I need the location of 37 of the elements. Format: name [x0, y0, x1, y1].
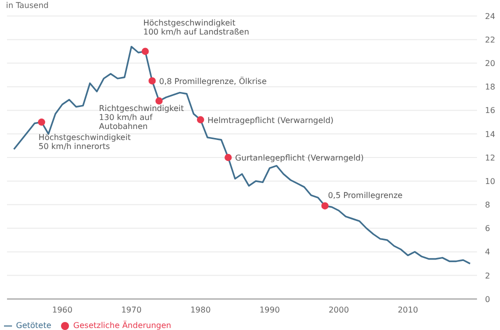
- y-tick-label: 12: [485, 153, 496, 162]
- point: [196, 116, 204, 124]
- annotation: Gurtanlegepflicht (Verwarngeld): [235, 154, 364, 162]
- annotation: Richtgeschwindigkeit 130 km/h auf Autobahnen: [99, 104, 184, 131]
- x-tick-label: 1960: [52, 306, 72, 315]
- y-tick-label: 22: [485, 35, 496, 44]
- y-tick-label: 14: [485, 130, 496, 139]
- line-series: [13, 46, 471, 264]
- point: [148, 77, 156, 84]
- x-tick-label: 2000: [328, 306, 349, 315]
- y-tick-label: 24: [485, 12, 496, 21]
- y-tick-label: 10: [485, 176, 496, 186]
- y-tick-label: 2: [485, 271, 490, 280]
- y-tick-label: 4: [485, 248, 490, 257]
- annotation: Höchstgeschwindigkeit 100 km/h auf Landstraßen: [143, 18, 250, 36]
- y-tick-label: 20: [485, 59, 496, 68]
- point: [142, 48, 149, 55]
- legend-label: Getötete: [16, 321, 52, 330]
- y-tick-label: 6: [485, 224, 490, 234]
- point: [155, 97, 163, 104]
- point: [38, 118, 46, 126]
- legend-label: Gesetzliche Änderungen: [73, 321, 172, 330]
- y-axis-title: in Tausend: [6, 1, 49, 11]
- y-tick-label: 0: [485, 294, 490, 304]
- point: [224, 154, 232, 162]
- x-tick-label: 1980: [190, 306, 211, 315]
- x-tick-label: 1990: [259, 306, 280, 315]
- annotation: Helmtragepflicht (Verwarngeld): [208, 116, 334, 125]
- y-tick-label: 8: [485, 200, 490, 210]
- x-tick-label: 2010: [398, 306, 418, 315]
- point: [321, 202, 329, 210]
- annotation: 0,8 Promillegrenze, Ölkrise: [159, 76, 267, 86]
- annotation: 0,5 Promillegrenze: [328, 190, 403, 200]
- y-tick-label: 16: [485, 106, 496, 116]
- annotation: Höchstgeschwindigkeit 50 km/h innerorts: [38, 133, 131, 152]
- x-tick-label: 1970: [121, 306, 142, 315]
- y-tick-label: 18: [485, 82, 496, 92]
